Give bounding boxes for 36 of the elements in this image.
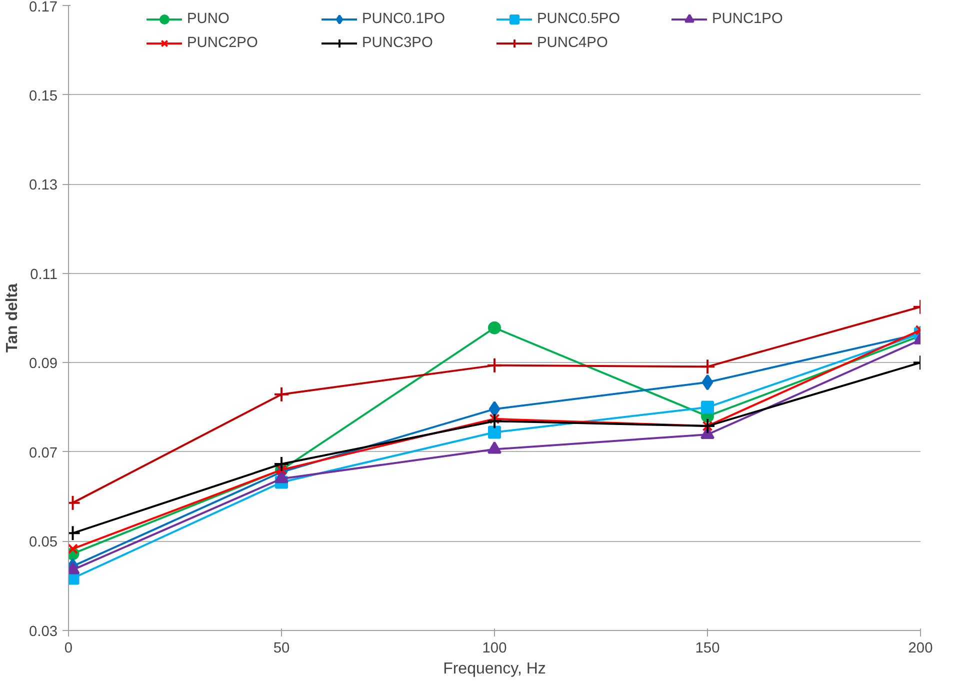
point [489,414,500,424]
point [700,358,716,375]
point [702,374,714,390]
y-tick-label: 0.09 [28,356,58,372]
point [274,386,290,402]
y-tick-label: 0.13 [28,178,58,194]
point [488,401,500,418]
x-tick-label: 0 [64,640,73,656]
point [68,544,78,554]
x-tick-label: 150 [695,640,720,656]
x-tick-label: 200 [908,640,933,656]
point [700,418,716,434]
legend-label: PUNC4PO [537,35,609,51]
y-tick-label: 0.07 [28,445,58,462]
point [488,426,501,439]
point [701,400,714,414]
legend-label: PUNO [187,11,230,27]
legend-label: PUNC0.5PO [537,11,622,27]
legend-label: PUNC1PO [712,11,784,27]
point [488,321,501,334]
y-tick-label: 0.03 [28,624,58,640]
y-tick-label: 0.05 [28,534,58,551]
point [274,456,290,472]
y-tick-label: 0.11 [30,266,58,283]
point [486,357,502,374]
y-axis-title: Tan delta [4,283,21,353]
y-tick-label: 0.17 [28,0,58,16]
y-tick-label: 0.15 [28,88,58,104]
point [486,413,502,430]
legend-label: PUNC3PO [362,35,434,51]
legend-label: PUNC2PO [187,35,259,51]
point [702,420,713,432]
legend-label: PUNC0.1PO [362,11,446,27]
x-tick-label: 100 [482,640,507,656]
x-axis-title: Frequency, Hz [443,660,546,678]
x-tick-label: 50 [273,640,290,656]
